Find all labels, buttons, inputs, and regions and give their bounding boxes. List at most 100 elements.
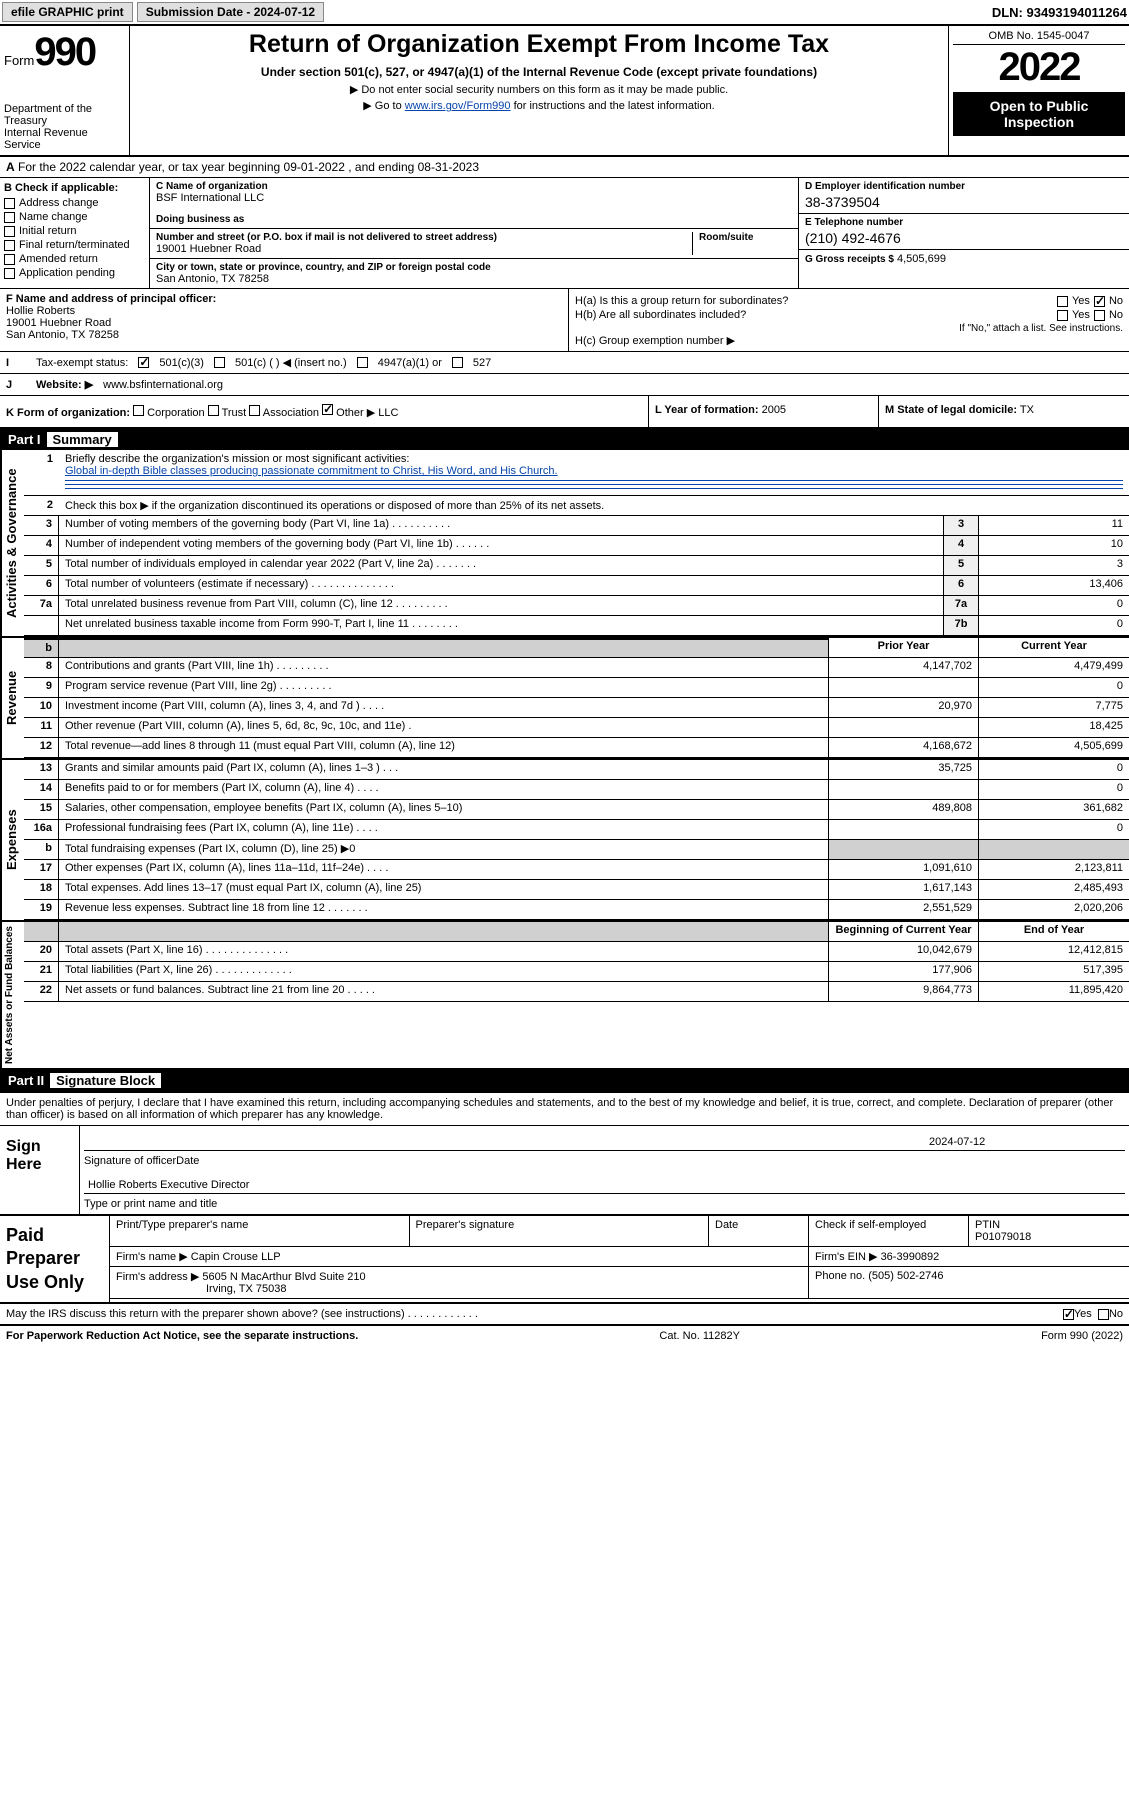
officer-addr1: 19001 Huebner Road — [6, 317, 562, 329]
ein-value: 38-3739504 — [805, 194, 1123, 210]
perjury-statement: Under penalties of perjury, I declare th… — [0, 1093, 1129, 1126]
table-row: 20Total assets (Part X, line 16) . . . .… — [24, 942, 1129, 962]
table-row: 18Total expenses. Add lines 13–17 (must … — [24, 880, 1129, 900]
section-fh: F Name and address of principal officer:… — [0, 289, 1129, 352]
signature-block: Under penalties of perjury, I declare th… — [0, 1091, 1129, 1326]
omb-number: OMB No. 1545-0047 — [953, 30, 1125, 45]
revenue-block: Revenue b Prior Year Current Year 8Contr… — [0, 638, 1129, 760]
checkbox-ha-yes[interactable] — [1057, 296, 1068, 307]
checkbox-corp[interactable] — [133, 405, 144, 416]
table-row: Net unrelated business taxable income fr… — [24, 616, 1129, 636]
checkbox-501c3[interactable] — [138, 357, 149, 368]
year-formation: 2005 — [762, 404, 786, 416]
irs-link[interactable]: www.irs.gov/Form990 — [405, 100, 511, 112]
tax-year: 2022 — [953, 45, 1125, 90]
state-domicile: TX — [1020, 404, 1034, 416]
firm-addr1: 5605 N MacArthur Blvd Suite 210 — [202, 1271, 365, 1283]
checkbox-4947[interactable] — [357, 357, 368, 368]
table-row: 12Total revenue—add lines 8 through 11 (… — [24, 738, 1129, 758]
note-website: ▶ Go to www.irs.gov/Form990 for instruct… — [138, 99, 940, 112]
checkbox-501c[interactable] — [214, 357, 225, 368]
checkbox-other[interactable] — [322, 404, 333, 415]
table-row: 7aTotal unrelated business revenue from … — [24, 596, 1129, 616]
checkbox-ha-no[interactable] — [1094, 296, 1105, 307]
table-row: 3Number of voting members of the governi… — [24, 516, 1129, 536]
firm-ein: 36-3990892 — [881, 1251, 940, 1263]
section-i-tax-exempt: I Tax-exempt status: 501(c)(3) 501(c) ( … — [0, 352, 1129, 374]
gross-receipts-value: 4,505,699 — [897, 253, 946, 265]
table-row: 5Total number of individuals employed in… — [24, 556, 1129, 576]
officer-addr2: San Antonio, TX 78258 — [6, 329, 562, 341]
org-address: 19001 Huebner Road — [156, 243, 692, 255]
table-row: 15Salaries, other compensation, employee… — [24, 800, 1129, 820]
side-label-governance: Activities & Governance — [0, 450, 24, 636]
governance-block: Activities & Governance 1 Briefly descri… — [0, 450, 1129, 638]
org-city: San Antonio, TX 78258 — [156, 273, 792, 285]
table-row: 19Revenue less expenses. Subtract line 1… — [24, 900, 1129, 920]
sign-here-label: Sign Here — [0, 1126, 80, 1214]
submission-date-button[interactable]: Submission Date - 2024-07-12 — [137, 2, 324, 22]
table-row: 9Program service revenue (Part VIII, lin… — [24, 678, 1129, 698]
ptin-value: P01079018 — [975, 1231, 1031, 1243]
table-row: 14Benefits paid to or for members (Part … — [24, 780, 1129, 800]
checkbox-address-change[interactable] — [4, 198, 15, 209]
checkbox-amended-return[interactable] — [4, 254, 15, 265]
mission-text: Global in-depth Bible classes producing … — [65, 465, 558, 477]
table-row: 17Other expenses (Part IX, column (A), l… — [24, 860, 1129, 880]
form-number: Form990 — [4, 30, 125, 75]
efile-print-button[interactable]: efile GRAPHIC print — [2, 2, 133, 22]
table-row: bTotal fundraising expenses (Part IX, co… — [24, 840, 1129, 860]
section-c-org-info: C Name of organization BSF International… — [150, 178, 799, 288]
part1-header: Part I Summary — [0, 429, 1129, 450]
checkbox-hb-no[interactable] — [1094, 310, 1105, 321]
firm-name: Capin Crouse LLP — [191, 1251, 281, 1263]
table-row: 8Contributions and grants (Part VIII, li… — [24, 658, 1129, 678]
checkbox-assoc[interactable] — [249, 405, 260, 416]
checkbox-final-return[interactable] — [4, 240, 15, 251]
department-label: Department of the Treasury Internal Reve… — [4, 103, 125, 151]
checkbox-application-pending[interactable] — [4, 268, 15, 279]
firm-addr2: Irving, TX 75038 — [206, 1283, 287, 1295]
top-bar: efile GRAPHIC print Submission Date - 20… — [0, 0, 1129, 26]
phone-value: (210) 492-4676 — [805, 230, 1123, 246]
checkbox-hb-yes[interactable] — [1057, 310, 1068, 321]
checkbox-name-change[interactable] — [4, 212, 15, 223]
table-row: 16aProfessional fundraising fees (Part I… — [24, 820, 1129, 840]
form-title: Return of Organization Exempt From Incom… — [138, 30, 940, 59]
table-row: 11Other revenue (Part VIII, column (A), … — [24, 718, 1129, 738]
page-footer: For Paperwork Reduction Act Notice, see … — [0, 1326, 1129, 1346]
table-row: 21Total liabilities (Part X, line 26) . … — [24, 962, 1129, 982]
firm-phone: (505) 502-2746 — [868, 1270, 943, 1282]
table-row: 22Net assets or fund balances. Subtract … — [24, 982, 1129, 1002]
part2-header: Part II Signature Block — [0, 1070, 1129, 1091]
form-header: Form990 Department of the Treasury Inter… — [0, 26, 1129, 157]
section-d-ein: D Employer identification number 38-3739… — [799, 178, 1129, 288]
side-label-expenses: Expenses — [0, 760, 24, 920]
officer-name: Hollie Roberts — [6, 305, 562, 317]
table-row: 4Number of independent voting members of… — [24, 536, 1129, 556]
sig-date-value: 2024-07-12 — [925, 1134, 1125, 1150]
side-label-net-assets: Net Assets or Fund Balances — [0, 922, 24, 1068]
net-assets-block: Net Assets or Fund Balances Beginning of… — [0, 922, 1129, 1070]
section-bcd: B Check if applicable: Address change Na… — [0, 178, 1129, 289]
section-b-checkboxes: B Check if applicable: Address change Na… — [0, 178, 150, 288]
checkbox-discuss-no[interactable] — [1098, 1309, 1109, 1320]
paid-preparer-block: Paid Preparer Use Only Print/Type prepar… — [0, 1216, 1129, 1304]
officer-signature-name: Hollie Roberts Executive Director — [84, 1177, 1125, 1193]
paid-preparer-label: Paid Preparer Use Only — [0, 1216, 110, 1302]
checkbox-527[interactable] — [452, 357, 463, 368]
checkbox-trust[interactable] — [208, 405, 219, 416]
checkbox-initial-return[interactable] — [4, 226, 15, 237]
table-row: 10Investment income (Part VIII, column (… — [24, 698, 1129, 718]
note-ssn: ▶ Do not enter social security numbers o… — [138, 83, 940, 96]
form-subtitle: Under section 501(c), 527, or 4947(a)(1)… — [138, 65, 940, 79]
table-row: 13Grants and similar amounts paid (Part … — [24, 760, 1129, 780]
expenses-block: Expenses 13Grants and similar amounts pa… — [0, 760, 1129, 922]
open-public-badge: Open to Public Inspection — [953, 92, 1125, 136]
org-name: BSF International LLC — [156, 192, 792, 204]
line-a-tax-year: A For the 2022 calendar year, or tax yea… — [0, 157, 1129, 178]
section-klm: K Form of organization: Corporation Trus… — [0, 396, 1129, 429]
checkbox-discuss-yes[interactable] — [1063, 1309, 1074, 1320]
website-value: www.bsfinternational.org — [103, 379, 223, 391]
side-label-revenue: Revenue — [0, 638, 24, 758]
